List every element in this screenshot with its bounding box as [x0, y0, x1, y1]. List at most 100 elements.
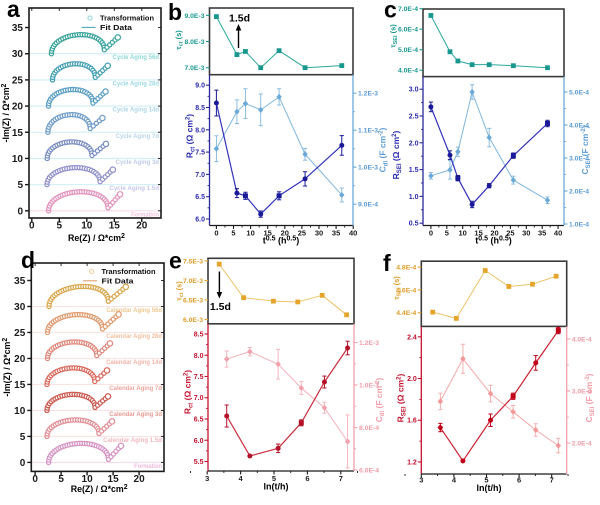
svg-text:40: 40 — [349, 228, 357, 237]
svg-text:-Im(Z) / Ω*cm2: -Im(Z) / Ω*cm2 — [2, 338, 12, 397]
svg-text:1.2: 1.2 — [407, 460, 417, 467]
svg-text:6.0E-4: 6.0E-4 — [359, 468, 379, 475]
svg-text:Calendar Aging 56d: Calendar Aging 56d — [106, 307, 162, 314]
svg-text:0: 0 — [20, 458, 26, 469]
svg-text:20: 20 — [134, 474, 146, 485]
svg-text:25: 25 — [298, 228, 306, 237]
svg-text:5: 5 — [445, 228, 449, 237]
svg-text:Fit Data: Fit Data — [102, 276, 135, 285]
svg-text:1.0: 1.0 — [409, 194, 419, 201]
svg-text:35: 35 — [332, 228, 340, 237]
svg-text:1.5: 1.5 — [409, 167, 419, 174]
svg-text:Re(Z) / Ω*cm2: Re(Z) / Ω*cm2 — [68, 233, 125, 243]
svg-text:4.0E-4: 4.0E-4 — [569, 123, 589, 130]
svg-text:9.0E-3: 9.0E-3 — [184, 13, 204, 20]
svg-text:6.0: 6.0 — [195, 217, 205, 224]
svg-text:Fit Data: Fit Data — [100, 23, 133, 32]
svg-text:15: 15 — [474, 228, 482, 237]
svg-text:6.5E-3: 6.5E-3 — [183, 298, 203, 305]
svg-text:15: 15 — [264, 228, 272, 237]
svg-text:Rct (Ω cm2): Rct (Ω cm2) — [183, 370, 195, 414]
svg-text:20: 20 — [281, 228, 289, 237]
svg-text:1.1E-3: 1.1E-3 — [358, 128, 378, 135]
svg-text:7.5E-3: 7.5E-3 — [183, 259, 203, 266]
svg-text:10: 10 — [82, 474, 94, 485]
svg-text:8.0: 8.0 — [194, 353, 204, 360]
svg-text:τct (s): τct (s) — [175, 281, 186, 301]
svg-text:7.5: 7.5 — [194, 374, 204, 381]
svg-text:6: 6 — [517, 475, 521, 484]
svg-text:7.0E-3: 7.0E-3 — [183, 278, 203, 285]
svg-text:9.0: 9.0 — [195, 83, 205, 90]
svg-text:τct (s): τct (s) — [174, 30, 185, 50]
svg-text:Re(Z) / Ω*cm2: Re(Z) / Ω*cm2 — [71, 484, 128, 494]
svg-text:15: 15 — [14, 380, 26, 391]
svg-text:1.0E-3: 1.0E-3 — [359, 383, 379, 390]
svg-text:2.5: 2.5 — [409, 114, 419, 121]
svg-text:5: 5 — [17, 180, 23, 191]
svg-text:7.5: 7.5 — [195, 150, 205, 157]
svg-text:a: a — [7, 0, 20, 22]
svg-text:4: 4 — [239, 474, 244, 483]
svg-text:2.4: 2.4 — [407, 334, 417, 341]
svg-text:RSEI (Ω cm2): RSEI (Ω cm2) — [391, 131, 403, 180]
svg-text:Calendar Aging 3d: Calendar Aging 3d — [109, 411, 162, 418]
svg-text:8.5: 8.5 — [194, 332, 204, 339]
svg-text:Cdl (F cm-2): Cdl (F cm-2) — [374, 377, 386, 422]
svg-text:4.8E-4: 4.8E-4 — [396, 265, 416, 272]
svg-text:10: 10 — [246, 228, 254, 237]
svg-text:15: 15 — [12, 128, 24, 139]
svg-text:5: 5 — [484, 475, 488, 484]
svg-text:2.0E-4: 2.0E-4 — [569, 189, 589, 196]
svg-text:Calendar Aging 7d: Calendar Aging 7d — [109, 385, 162, 392]
svg-text:30: 30 — [315, 228, 323, 237]
svg-text:1.5d: 1.5d — [210, 301, 231, 313]
svg-text:7.0: 7.0 — [194, 395, 204, 402]
svg-text:5.5: 5.5 — [194, 459, 204, 466]
svg-text:ln(t/h): ln(t/h) — [477, 483, 502, 493]
svg-text:Cycle Aging 28d: Cycle Aging 28d — [113, 80, 160, 87]
svg-text:7.0: 7.0 — [195, 172, 205, 179]
svg-text:5: 5 — [58, 474, 64, 485]
svg-text:CSEI (F cm-2): CSEI (F cm-2) — [584, 373, 596, 422]
svg-text:0: 0 — [17, 206, 23, 217]
svg-text:35: 35 — [538, 228, 546, 237]
svg-text:Transformation: Transformation — [100, 14, 154, 23]
svg-text:t0.5 (h0.5): t0.5 (h0.5) — [263, 236, 299, 246]
svg-text:3: 3 — [205, 474, 209, 483]
svg-text:0: 0 — [32, 474, 38, 485]
svg-text:1.0E-3: 1.0E-3 — [358, 165, 378, 172]
svg-text:2.0: 2.0 — [409, 140, 419, 147]
svg-text:1.5d: 1.5d — [229, 13, 250, 25]
svg-text:Cycle Aging 7d: Cycle Aging 7d — [116, 133, 160, 140]
svg-text:10: 10 — [81, 221, 93, 232]
svg-text:0: 0 — [214, 228, 218, 237]
svg-text:1.2E-3: 1.2E-3 — [359, 340, 379, 347]
svg-text:1.2E-3: 1.2E-3 — [358, 91, 378, 98]
svg-text:Rct (Ω cm2): Rct (Ω cm2) — [185, 114, 197, 158]
svg-text:Calendar Aging 14d: Calendar Aging 14d — [106, 359, 162, 366]
svg-text:7: 7 — [339, 474, 343, 483]
svg-text:25: 25 — [506, 228, 514, 237]
svg-text:30: 30 — [522, 228, 530, 237]
svg-text:30: 30 — [14, 302, 26, 313]
svg-text:5.0E-4: 5.0E-4 — [398, 47, 418, 54]
svg-text:20: 20 — [136, 221, 148, 232]
svg-text:Formation: Formation — [131, 211, 159, 218]
svg-text:6.0E-3: 6.0E-3 — [183, 317, 203, 324]
svg-text:0: 0 — [429, 228, 433, 237]
svg-text:f: f — [383, 250, 391, 276]
svg-text:5: 5 — [272, 474, 276, 483]
svg-text:e: e — [169, 248, 182, 274]
svg-text:CSEI (F cm-2): CSEI (F cm-2) — [580, 125, 592, 174]
svg-text:8.0E-4: 8.0E-4 — [359, 425, 379, 432]
svg-text:3: 3 — [419, 475, 423, 484]
svg-text:25: 25 — [14, 328, 26, 339]
svg-text:c: c — [384, 0, 397, 23]
svg-text:30: 30 — [12, 49, 24, 60]
svg-text:4.0E-4: 4.0E-4 — [572, 337, 592, 344]
svg-text:35: 35 — [14, 276, 26, 287]
svg-text:20: 20 — [14, 354, 26, 365]
svg-text:Cdl (F cm-2): Cdl (F cm-2) — [378, 127, 390, 172]
svg-text:t0.5 (h0.5): t0.5 (h0.5) — [475, 236, 511, 246]
